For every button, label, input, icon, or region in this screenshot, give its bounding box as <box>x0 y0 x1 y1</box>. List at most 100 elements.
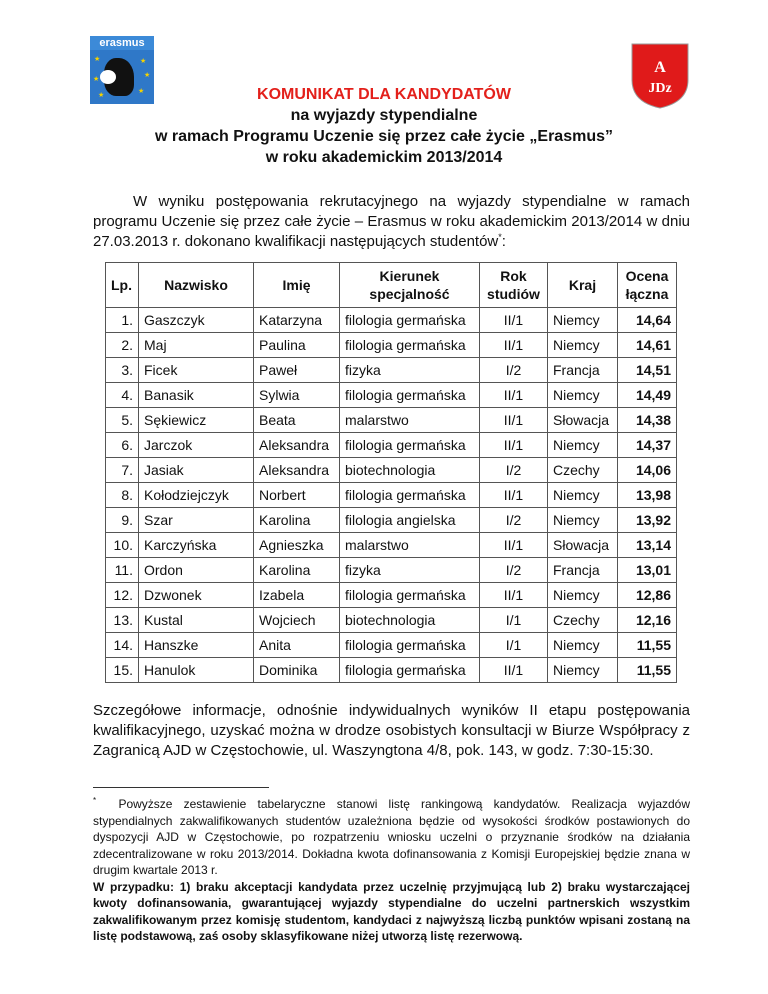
document-body: KOMUNIKAT DLA KANDYDATÓW na wyjazdy styp… <box>93 86 690 945</box>
cell-field: filologia germańska <box>339 307 480 333</box>
cell-score: 12,86 <box>617 582 677 608</box>
cell-score: 14,38 <box>617 407 677 433</box>
cell-score: 14,49 <box>617 382 677 408</box>
cell-surname: Hanulok <box>138 657 254 683</box>
cell-lp: 2. <box>105 332 139 358</box>
cell-surname: Jasiak <box>138 457 254 483</box>
cell-country: Niemcy <box>547 432 618 458</box>
cell-field: malarstwo <box>339 532 480 558</box>
cell-field: biotechnologia <box>339 607 480 633</box>
candidates-table: Lp. Nazwisko Imię Kierunek specjalność Rok s… <box>105 262 677 683</box>
cell-year: II/1 <box>479 532 548 558</box>
cell-score: 13,98 <box>617 482 677 508</box>
svg-text:A: A <box>654 59 666 76</box>
cell-surname: Ordon <box>138 557 254 583</box>
cell-first-name: Dominika <box>253 657 340 683</box>
star-icon: ★ <box>93 76 100 83</box>
cell-country: Czechy <box>547 457 618 483</box>
cell-lp: 15. <box>105 657 139 683</box>
cell-lp: 12. <box>105 582 139 608</box>
cell-year: II/1 <box>479 657 548 683</box>
cell-surname: Szar <box>138 507 254 533</box>
table-row: 10. Karczyńska Agnieszka malarstwo II/1 Słowa… <box>105 532 677 558</box>
cell-surname: Hanszke <box>138 632 254 658</box>
cell-year: II/1 <box>479 482 548 508</box>
cell-field: filologia germańska <box>339 382 480 408</box>
cell-score: 14,61 <box>617 332 677 358</box>
footnote-mark: * <box>93 796 97 805</box>
cell-country: Niemcy <box>547 582 618 608</box>
cell-field: filologia germańska <box>339 657 480 683</box>
cell-first-name: Anita <box>253 632 340 658</box>
heading-line: na wyjazdy stypendialne <box>290 107 478 124</box>
cell-surname: Gaszczyk <box>138 307 254 333</box>
intro-end: : <box>501 233 506 250</box>
cell-score: 14,51 <box>617 357 677 383</box>
cell-lp: 9. <box>105 507 139 533</box>
cell-year: II/1 <box>479 407 548 433</box>
table-row: 11. Ordon Karolina fizyka I/2 Francja 13,01 <box>105 557 677 583</box>
cell-surname: Maj <box>138 332 254 358</box>
cell-year: II/1 <box>479 307 548 333</box>
cell-lp: 3. <box>105 357 139 383</box>
footnote-text: Powyższe zestawienie tabelaryczne stanow… <box>93 797 690 877</box>
footnote: * Powyższe zestawienie tabelaryczne stan… <box>93 796 690 945</box>
table-row: 2. Maj Paulina filologia germańska II/1 Niemc… <box>105 332 677 358</box>
cell-lp: 6. <box>105 432 139 458</box>
cell-score: 11,55 <box>617 657 677 683</box>
erasmus-logo: erasmus ★ ★ ★ ★ ★ ★ <box>90 36 154 104</box>
cell-year: II/1 <box>479 582 548 608</box>
cell-score: 14,37 <box>617 432 677 458</box>
cell-surname: Dzwonek <box>138 582 254 608</box>
cell-first-name: Aleksandra <box>253 432 340 458</box>
cell-country: Niemcy <box>547 507 618 533</box>
table-row: 1. Gaszczyk Katarzyna filologia germańska II… <box>105 307 677 333</box>
cell-first-name: Wojciech <box>253 607 340 633</box>
cell-country: Niemcy <box>547 657 618 683</box>
table-row: 9. Szar Karolina filologia angielska I/2 Niem… <box>105 507 677 533</box>
intro-paragraph: W wyniku postępowania rekrutacyjnego na … <box>93 192 690 252</box>
table-row: 12. Dzwonek Izabela filologia germańska II/1… <box>105 582 677 608</box>
cell-country: Słowacja <box>547 532 618 558</box>
cell-score: 14,64 <box>617 307 677 333</box>
announcement-title: KOMUNIKAT DLA KANDYDATÓW <box>257 86 511 103</box>
cell-field: filologia germańska <box>339 632 480 658</box>
cell-country: Niemcy <box>547 482 618 508</box>
cell-lp: 8. <box>105 482 139 508</box>
column-header-score: Ocena łączna <box>617 262 677 308</box>
column-header-field: Kierunek specjalność <box>339 262 480 308</box>
cell-first-name: Izabela <box>253 582 340 608</box>
table-row: 7. Jasiak Aleksandra biotechnologia I/2 Czech… <box>105 457 677 483</box>
footnote-ref: * <box>498 232 502 242</box>
cell-year: II/1 <box>479 382 548 408</box>
cell-first-name: Beata <box>253 407 340 433</box>
star-icon: ★ <box>140 58 147 65</box>
ajd-shield-logo: A JDz <box>631 43 689 109</box>
footnote-bold-text: W przypadku: 1) braku akceptacji kandyda… <box>93 879 690 944</box>
cell-lp: 14. <box>105 632 139 658</box>
cell-lp: 11. <box>105 557 139 583</box>
heading-line: w roku akademickim 2013/2014 <box>265 149 503 166</box>
table-row: 4. Banasik Sylwia filologia germańska II/1 Ni… <box>105 382 677 408</box>
erasmus-face-icon <box>100 70 116 84</box>
star-icon: ★ <box>94 56 101 63</box>
cell-field: filologia germańska <box>339 332 480 358</box>
cell-surname: Kołodziejczyk <box>138 482 254 508</box>
cell-score: 13,01 <box>617 557 677 583</box>
column-header-first-name: Imię <box>253 262 340 308</box>
column-header-country: Kraj <box>547 262 618 308</box>
cell-country: Francja <box>547 357 618 383</box>
cell-score: 11,55 <box>617 632 677 658</box>
table-row: 15. Hanulok Dominika filologia germańska II/… <box>105 657 677 683</box>
cell-country: Niemcy <box>547 382 618 408</box>
heading-line: w ramach Programu Uczenie się przez całe… <box>155 128 613 145</box>
cell-year: I/2 <box>479 557 548 583</box>
cell-lp: 1. <box>105 307 139 333</box>
cell-country: Francja <box>547 557 618 583</box>
table-row: 3. Ficek Paweł fizyka I/2 Francja 14,51 <box>105 357 677 383</box>
cell-country: Niemcy <box>547 332 618 358</box>
cell-year: I/2 <box>479 507 548 533</box>
cell-first-name: Karolina <box>253 507 340 533</box>
cell-surname: Jarczok <box>138 432 254 458</box>
